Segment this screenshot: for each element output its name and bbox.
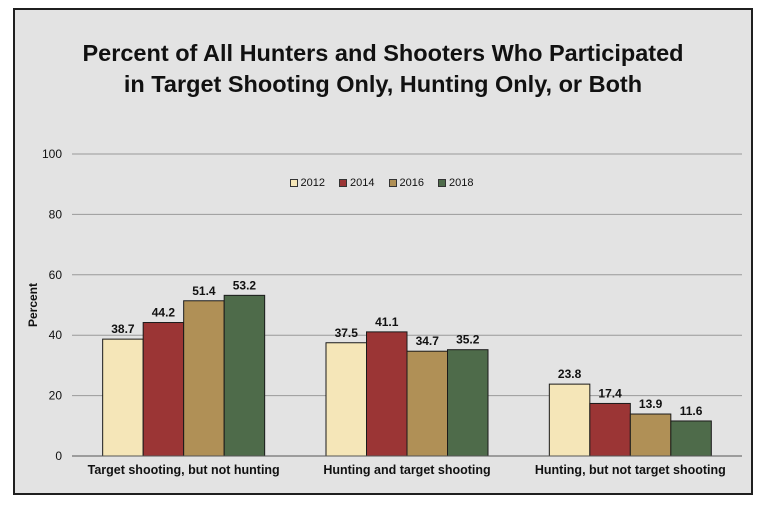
data-label: 17.4 [598, 386, 622, 400]
data-label: 23.8 [558, 367, 582, 381]
bar [406, 350, 448, 457]
data-label: 37.5 [335, 326, 359, 340]
data-label: 53.2 [233, 278, 257, 292]
y-axis-label: Percent [26, 283, 40, 327]
y-tick-label: 40 [49, 328, 63, 342]
x-category-label: Hunting, but not target shooting [535, 463, 726, 477]
data-label: 38.7 [111, 322, 135, 336]
legend-label: 2012 [300, 177, 326, 189]
bar [325, 342, 367, 457]
y-tick-label: 0 [55, 449, 62, 463]
chart-legend: 2012 2014 2016 2018 [0, 177, 763, 189]
x-category-label: Target shooting, but not hunting [88, 463, 280, 477]
bar [447, 349, 489, 457]
y-tick-label: 60 [49, 268, 63, 282]
legend-label: 2016 [399, 177, 424, 189]
bar [629, 413, 672, 457]
bar [548, 383, 591, 457]
y-tick-label: 80 [49, 207, 63, 221]
legend-label: 2014 [350, 177, 375, 189]
bar [366, 331, 408, 457]
legend-swatch [388, 179, 397, 187]
legend-item: 2018 [437, 177, 474, 189]
legend-item: 2014 [339, 177, 375, 189]
bar [183, 300, 225, 457]
data-label: 11.6 [680, 404, 703, 418]
legend-swatch [289, 179, 298, 187]
x-category-label: Hunting and target shooting [323, 463, 490, 477]
legend-item: 2012 [289, 177, 326, 189]
bar [142, 322, 185, 457]
legend-swatch [437, 179, 446, 187]
bar [589, 402, 631, 457]
legend-item: 2016 [388, 177, 424, 189]
data-label: 34.7 [416, 334, 440, 348]
bar [102, 338, 144, 457]
legend-swatch [339, 179, 348, 187]
data-label: 13.9 [639, 397, 663, 411]
y-tick-label: 20 [49, 389, 63, 403]
data-label: 35.2 [456, 333, 480, 347]
data-label: 51.4 [192, 284, 216, 298]
bar [670, 420, 712, 457]
chart-title-line-1: Percent of All Hunters and Shooters Who … [82, 40, 684, 66]
legend-label: 2018 [448, 177, 474, 189]
chart-title-line-2: in Target Shooting Only, Hunting Only, o… [123, 71, 643, 97]
y-tick-label: 100 [42, 147, 62, 161]
data-label: 44.2 [152, 306, 176, 320]
chart-title: Percent of All Hunters and Shooters Who … [13, 38, 753, 100]
data-label: 41.1 [375, 315, 399, 329]
bar [223, 294, 266, 457]
